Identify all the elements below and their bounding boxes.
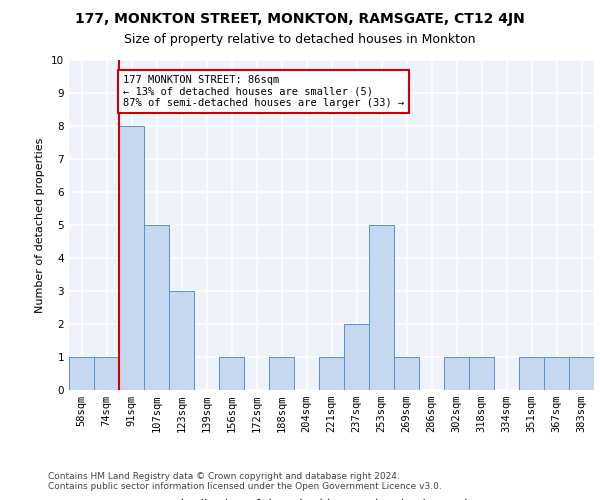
Text: 177, MONKTON STREET, MONKTON, RAMSGATE, CT12 4JN: 177, MONKTON STREET, MONKTON, RAMSGATE, … <box>75 12 525 26</box>
Bar <box>69 357 94 390</box>
Bar <box>119 126 144 390</box>
Text: 177 MONKTON STREET: 86sqm
← 13% of detached houses are smaller (5)
87% of semi-d: 177 MONKTON STREET: 86sqm ← 13% of detac… <box>123 75 404 108</box>
Bar <box>394 357 419 390</box>
Text: Size of property relative to detached houses in Monkton: Size of property relative to detached ho… <box>124 32 476 46</box>
Bar <box>444 357 469 390</box>
Bar <box>144 225 169 390</box>
X-axis label: Distribution of detached houses by size in Monkton: Distribution of detached houses by size … <box>171 499 492 500</box>
Bar <box>519 357 544 390</box>
Text: Contains HM Land Registry data © Crown copyright and database right 2024.: Contains HM Land Registry data © Crown c… <box>48 472 400 481</box>
Bar <box>369 225 394 390</box>
Bar <box>94 357 119 390</box>
Y-axis label: Number of detached properties: Number of detached properties <box>35 138 46 312</box>
Bar <box>169 291 194 390</box>
Bar <box>344 324 369 390</box>
Bar <box>569 357 594 390</box>
Bar <box>544 357 569 390</box>
Bar <box>269 357 294 390</box>
Text: Contains public sector information licensed under the Open Government Licence v3: Contains public sector information licen… <box>48 482 442 491</box>
Bar <box>319 357 344 390</box>
Bar <box>219 357 244 390</box>
Bar <box>469 357 494 390</box>
